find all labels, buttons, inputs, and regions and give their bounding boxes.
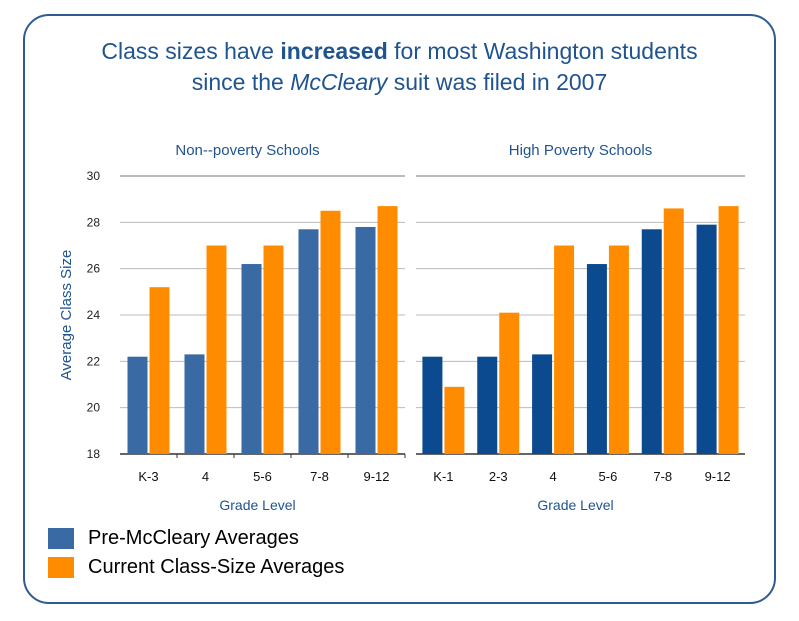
bar-pre <box>298 229 319 454</box>
title-line1-pre: Class sizes have <box>101 38 281 64</box>
bar-current <box>263 245 284 454</box>
legend: Pre-McCleary Averages Current Class-Size… <box>48 524 344 582</box>
bar-pre <box>532 354 553 454</box>
bar-current <box>663 208 684 454</box>
panel-title: High Poverty Schools <box>509 142 652 159</box>
bar-current <box>444 386 465 454</box>
bar-pre <box>586 264 607 454</box>
legend-item-current: Current Class-Size Averages <box>48 553 344 582</box>
title-line2-italic: McCleary <box>290 69 388 95</box>
legend-item-pre: Pre-McCleary Averages <box>48 524 344 553</box>
bar-pre <box>696 224 717 454</box>
x-tick-label: 5-6 <box>253 469 272 484</box>
title-line-1: Class sizes have increased for most Wash… <box>0 36 799 67</box>
y-tick-label: 30 <box>87 169 101 183</box>
y-tick-label: 26 <box>87 262 101 276</box>
x-tick-label: 7-8 <box>653 469 672 484</box>
legend-swatch-pre <box>48 528 74 549</box>
x-axis-label: Grade Level <box>537 497 613 513</box>
x-axis-label: Grade Level <box>219 497 295 513</box>
y-tick-label: 22 <box>87 354 101 368</box>
legend-swatch-current <box>48 557 74 578</box>
x-tick-label: 9-12 <box>705 469 731 484</box>
x-tick-label: 4 <box>202 469 209 484</box>
y-axis-label: Average Class Size <box>58 250 75 381</box>
bar-pre <box>184 354 205 454</box>
bar-current <box>608 245 629 454</box>
bar-current <box>206 245 227 454</box>
legend-label-pre: Pre-McCleary Averages <box>88 527 299 549</box>
x-tick-label: K-3 <box>138 469 158 484</box>
title-line1-bold: increased <box>280 38 388 64</box>
chart-title: Class sizes have increased for most Wash… <box>0 36 799 98</box>
title-line-2: since the McCleary suit was filed in 200… <box>0 67 799 98</box>
x-tick-label: 2-3 <box>489 469 508 484</box>
bar-current <box>499 312 520 454</box>
y-tick-label: 20 <box>87 401 101 415</box>
bar-pre <box>477 356 498 454</box>
bar-current <box>320 210 341 454</box>
bar-current <box>377 206 398 454</box>
bar-current <box>149 287 170 454</box>
title-line2-pre: since the <box>191 69 291 95</box>
y-tick-label: 28 <box>87 215 101 229</box>
bar-current <box>554 245 575 454</box>
x-tick-label: 4 <box>549 469 556 484</box>
title-line2-post: suit was filed in 2007 <box>387 69 608 95</box>
y-tick-label: 24 <box>87 308 101 322</box>
panel-title: Non--poverty Schools <box>175 142 319 159</box>
x-tick-label: K-1 <box>433 469 453 484</box>
x-tick-label: 9-12 <box>363 469 389 484</box>
bar-pre <box>641 229 662 454</box>
legend-label-current: Current Class-Size Averages <box>88 556 345 578</box>
y-tick-label: 18 <box>87 447 101 461</box>
bar-pre <box>355 226 376 454</box>
x-tick-label: 5-6 <box>599 469 618 484</box>
bar-pre <box>422 356 443 454</box>
title-line1-post: for most Washington students <box>387 38 698 64</box>
bar-current <box>718 206 739 454</box>
bar-pre <box>241 264 262 454</box>
bar-pre <box>127 356 148 454</box>
x-tick-label: 7-8 <box>310 469 329 484</box>
